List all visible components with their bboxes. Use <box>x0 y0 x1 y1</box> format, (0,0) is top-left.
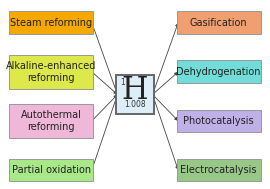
FancyBboxPatch shape <box>9 11 93 34</box>
FancyBboxPatch shape <box>177 60 261 83</box>
FancyBboxPatch shape <box>9 159 93 181</box>
Text: Partial oxidation: Partial oxidation <box>12 165 91 175</box>
Text: Gasification: Gasification <box>190 18 248 28</box>
Text: 1: 1 <box>121 78 126 88</box>
Text: Autothermal
reforming: Autothermal reforming <box>21 110 82 132</box>
Text: H: H <box>122 75 148 106</box>
FancyBboxPatch shape <box>177 110 261 132</box>
Text: 1.008: 1.008 <box>124 100 146 109</box>
Text: Electrocatalysis: Electrocatalysis <box>180 165 257 175</box>
Text: Dehydrogenation: Dehydrogenation <box>177 67 261 77</box>
FancyBboxPatch shape <box>177 159 261 181</box>
FancyBboxPatch shape <box>116 75 154 114</box>
FancyBboxPatch shape <box>9 55 93 89</box>
Text: Alkaline-enhanced
reforming: Alkaline-enhanced reforming <box>6 61 96 83</box>
Text: Steam reforming: Steam reforming <box>10 18 92 28</box>
FancyBboxPatch shape <box>9 104 93 138</box>
Text: Photocatalysis: Photocatalysis <box>183 116 254 126</box>
FancyBboxPatch shape <box>177 11 261 34</box>
